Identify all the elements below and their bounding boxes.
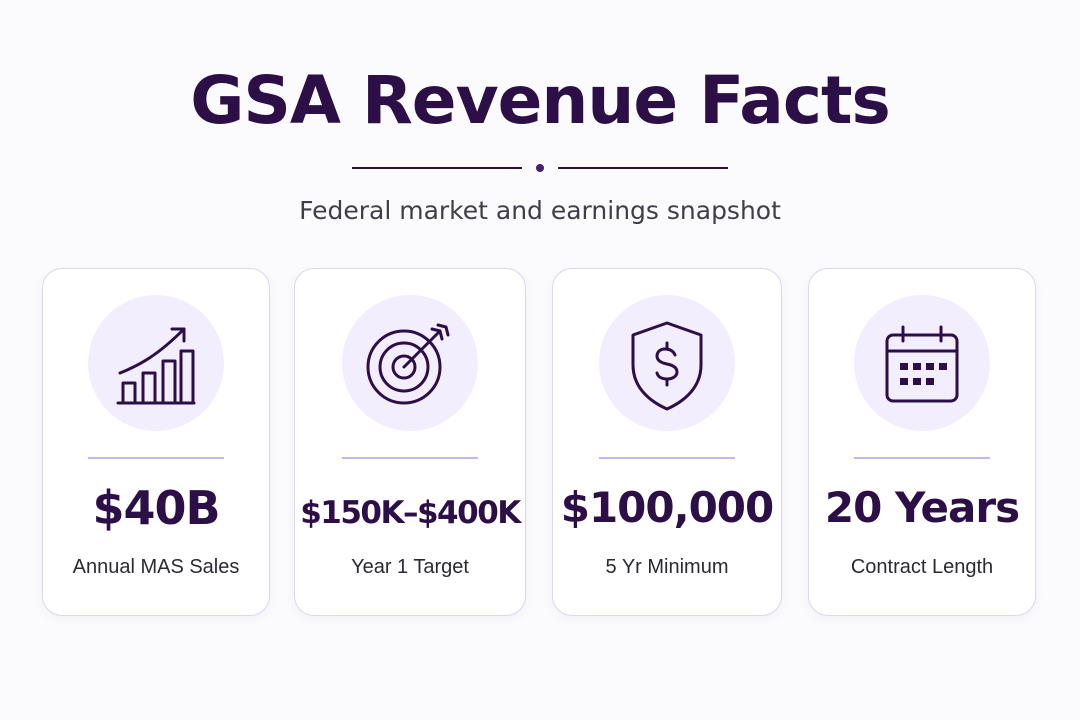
stat-label: Annual MAS Sales [72, 556, 240, 578]
card-divider [88, 457, 224, 459]
title-divider-dot [536, 164, 544, 172]
title-divider-left [352, 167, 522, 169]
stat-value: 20 Years [824, 483, 1020, 532]
stat-label: Contract Length [850, 556, 994, 578]
shield-dollar-icon [631, 321, 703, 411]
page-title: GSA Revenue Facts [190, 62, 891, 139]
icon-badge [342, 295, 478, 431]
stat-card-annual-sales: $40B Annual MAS Sales [42, 268, 270, 616]
title-divider-right [558, 167, 728, 169]
icon-badge [854, 295, 990, 431]
stat-value: $150K–$400K [300, 495, 521, 531]
card-divider [599, 457, 735, 459]
stat-value: $100,000 [560, 483, 775, 532]
icon-badge [599, 295, 735, 431]
stat-card-five-year-minimum: $100,000 5 Yr Minimum [552, 268, 782, 616]
growth-chart-icon [116, 327, 196, 405]
stat-label: Year 1 Target [351, 556, 469, 578]
card-divider [342, 457, 478, 459]
calendar-icon [885, 325, 959, 403]
page-subtitle: Federal market and earnings snapshot [299, 196, 781, 225]
card-divider [854, 457, 990, 459]
stat-label: 5 Yr Minimum [605, 556, 729, 578]
stat-card-contract-length: 20 Years Contract Length [808, 268, 1036, 616]
stat-card-year1-target: $150K–$400K Year 1 Target [294, 268, 526, 616]
stat-value: $40B [92, 481, 220, 535]
icon-badge [88, 295, 224, 431]
target-icon [366, 323, 450, 405]
